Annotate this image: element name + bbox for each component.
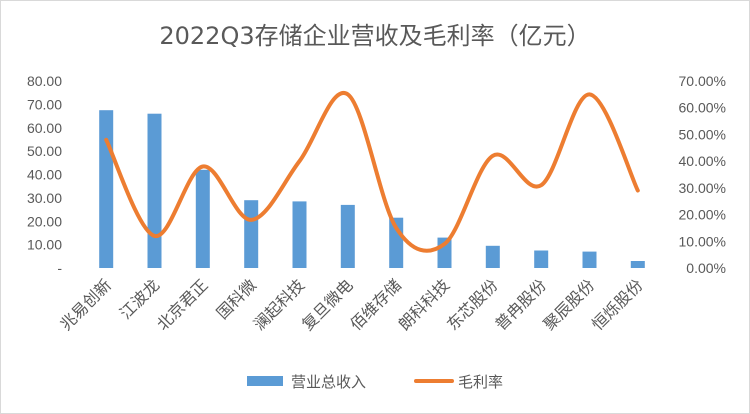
revenue-bars [99, 110, 645, 268]
right-tick-label: 20.00% [679, 207, 726, 223]
category-label: 佰维存储 [346, 275, 405, 334]
left-tick-label: 60.00 [27, 120, 62, 136]
category-label: 北京君正 [153, 275, 212, 334]
bar-兆易创新 [99, 110, 114, 268]
right-tick-label: 10.00% [679, 233, 726, 249]
margin-line-layer [104, 91, 640, 253]
category-label: 国科微 [213, 275, 260, 322]
left-tick-label: 20.00 [27, 213, 62, 229]
left-tick-label: 80.00 [27, 73, 62, 89]
left-tick-label: 70.00 [27, 96, 62, 112]
category-label: 复旦微电 [298, 275, 357, 334]
category-label: 江波龙 [116, 275, 163, 322]
bar-复旦微电 [340, 204, 355, 268]
bar-普冉股份 [534, 250, 549, 268]
legend-label-revenue: 营业总收入 [291, 373, 366, 391]
left-tick-label: - [57, 260, 62, 276]
legend-swatch-revenue [247, 376, 283, 386]
right-tick-label: 40.00% [679, 153, 726, 169]
bar-澜起科技 [292, 201, 307, 268]
left-tick-label: 10.00 [27, 237, 62, 253]
bar-国科微 [244, 200, 259, 268]
legend-label-margin: 毛利率 [458, 373, 503, 391]
right-tick-label: 70.00% [679, 73, 726, 89]
category-label: 聚辰股份 [540, 275, 599, 334]
bar-北京君正 [195, 169, 210, 268]
bar-江波龙 [147, 113, 162, 268]
left-axis-ticks: - 10.00 20.00 30.00 40.00 50.00 60.00 70.00 80.0… [27, 73, 62, 276]
right-tick-label: 60.00% [679, 100, 726, 116]
category-label: 恒烁股份 [588, 275, 647, 334]
left-tick-label: 40.00 [27, 167, 62, 183]
category-label: 兆易创新 [56, 275, 115, 334]
left-tick-label: 50.00 [27, 143, 62, 159]
bar-恒烁股份 [630, 261, 645, 268]
margin-line [104, 91, 640, 253]
right-tick-label: 0.00% [686, 260, 726, 276]
left-tick-label: 30.00 [27, 190, 62, 206]
right-tick-label: 50.00% [679, 126, 726, 142]
category-label: 普冉股份 [491, 275, 550, 334]
legend: 营业总收入 毛利率 [247, 373, 503, 391]
chart-title: 2022Q3存储企业营收及毛利率（亿元） [159, 22, 590, 50]
category-label: 澜起科技 [250, 275, 309, 334]
bar-聚辰股份 [582, 251, 597, 268]
right-axis-ticks: 0.00% 10.00% 20.00% 30.00% 40.00% 50.00% 60.00… [679, 73, 726, 276]
right-tick-label: 30.00% [679, 180, 726, 196]
category-label: 朗科科技 [395, 275, 454, 334]
bar-东芯股份 [485, 245, 500, 268]
category-label: 东芯股份 [443, 275, 502, 334]
